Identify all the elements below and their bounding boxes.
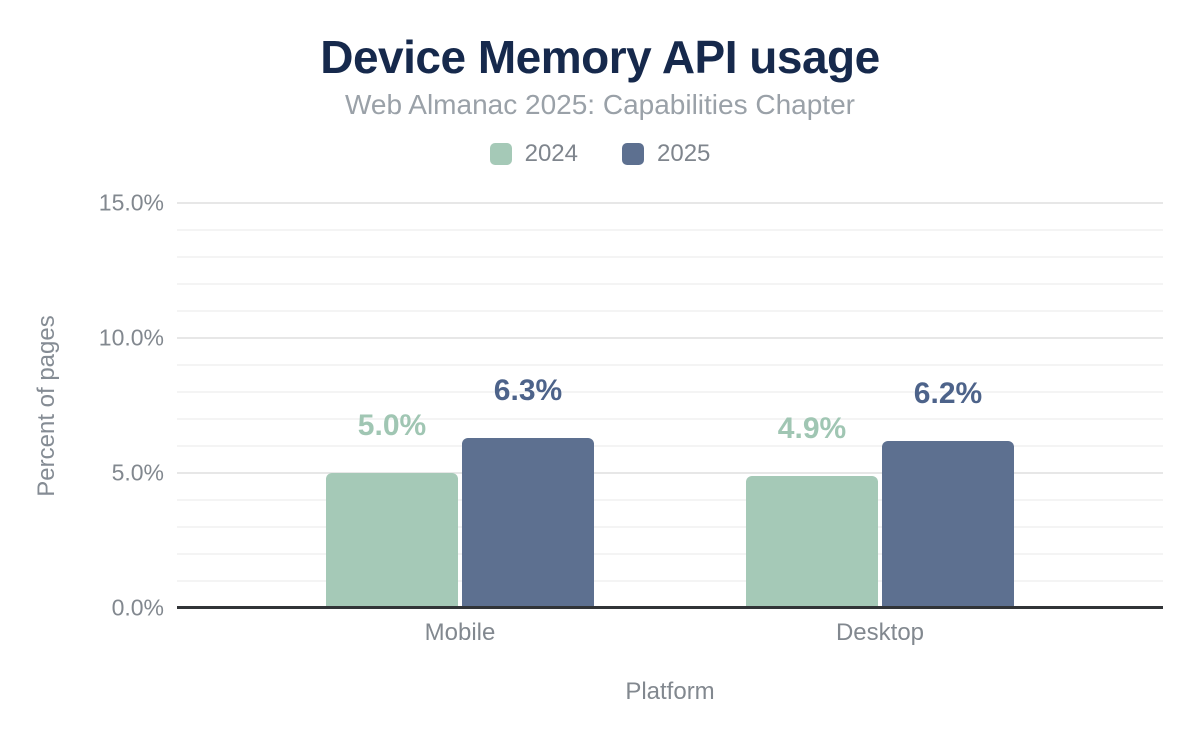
y-axis-title: Percent of pages — [33, 315, 60, 497]
legend-label-2025: 2025 — [657, 140, 711, 167]
gridline-6pct — [177, 445, 1163, 447]
x-tick-mobile: Mobile — [424, 619, 496, 646]
gridline-2pct — [177, 553, 1163, 555]
plot-area: 0.0% 5.0% 10.0% 15.0% 5.0% 6.3% 4.9% 6.2% — [99, 190, 1163, 621]
y-tick-15.0%: 15.0% — [98, 189, 164, 216]
bar-mobile-2025: 6.3% — [462, 374, 594, 608]
gridline-1pct — [177, 580, 1163, 582]
bar-desktop-2024: 4.9% — [746, 412, 878, 608]
x-tick-desktop: Desktop — [835, 619, 925, 646]
legend-swatch-2024 — [489, 143, 512, 165]
y-tick-5.0%: 5.0% — [111, 459, 164, 486]
chart-title: Device Memory API usage — [320, 31, 880, 83]
value-label-mobile-2025: 6.3% — [493, 373, 563, 407]
bar-mobile-2024: 5.0% — [326, 409, 458, 608]
gridline-9pct — [177, 364, 1163, 366]
gridline-8pct — [177, 391, 1163, 393]
legend: 2024 2025 — [0, 140, 1200, 168]
value-label-desktop-2024: 4.9% — [777, 411, 847, 445]
bar-group-desktop: 4.9% 6.2% — [746, 203, 1014, 608]
gridline-11pct — [177, 310, 1163, 312]
gridline-4pct — [177, 499, 1163, 501]
x-axis-line — [177, 606, 1163, 609]
gridline-13pct — [177, 256, 1163, 258]
legend-label-2024: 2024 — [524, 140, 578, 167]
value-label-mobile-2024: 5.0% — [357, 409, 427, 443]
gridline-15pct — [177, 202, 1163, 204]
gridline-5pct — [177, 472, 1163, 475]
y-tick-0.0%: 0.0% — [111, 594, 164, 621]
bar-desktop-2025: 6.2% — [882, 377, 1014, 608]
gridline-3pct — [177, 526, 1163, 528]
chart-subtitle: Web Almanac 2025: Capabilities Chapter — [344, 89, 855, 120]
value-label-desktop-2025: 6.2% — [913, 376, 983, 410]
legend-item-2024[interactable]: 2024 — [489, 140, 578, 168]
x-axis-title: Platform — [625, 678, 715, 705]
gridline-12pct — [177, 283, 1163, 285]
gridline-14pct — [177, 229, 1163, 231]
y-tick-10.0%: 10.0% — [98, 324, 164, 351]
legend-item-2025[interactable]: 2025 — [622, 140, 710, 168]
gridline-10pct — [177, 337, 1163, 340]
legend-swatch-2025 — [622, 143, 644, 165]
gridline-7pct — [177, 418, 1163, 420]
bar-group-mobile: 5.0% 6.3% — [326, 203, 594, 608]
